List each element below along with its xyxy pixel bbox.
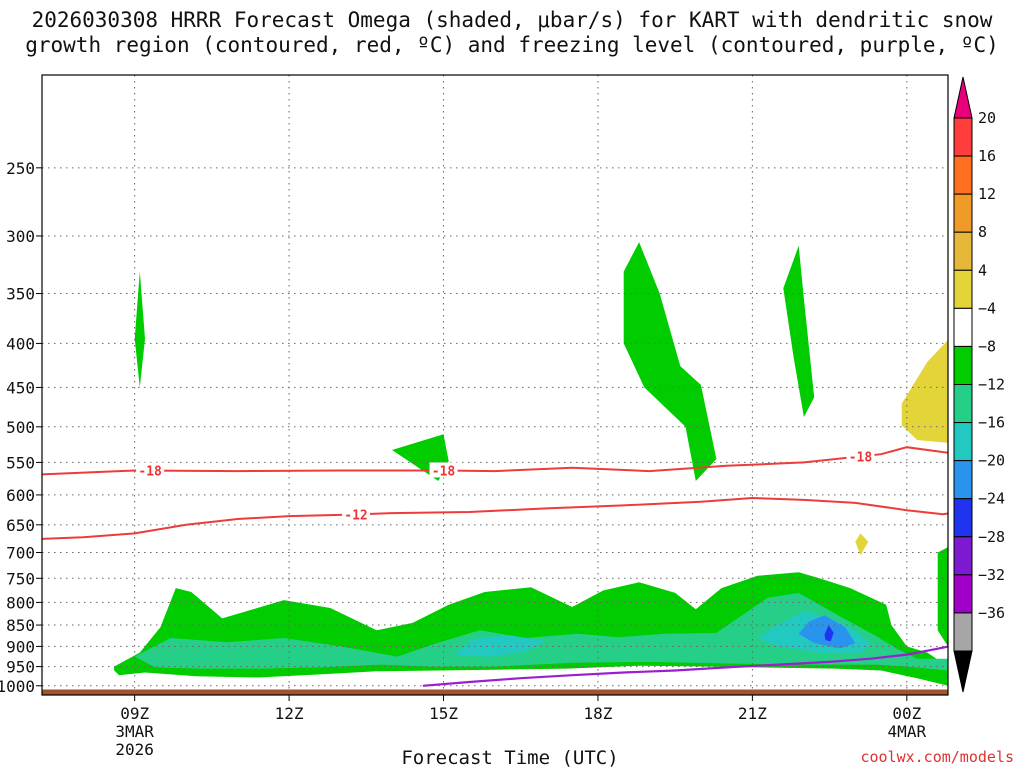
- gridlines: [42, 75, 948, 695]
- colorbar-label: −28: [978, 528, 1005, 546]
- colorbar-label: −32: [978, 566, 1005, 584]
- credit-text: coolwx.com/models: [860, 748, 1014, 766]
- omega-region-7: [453, 635, 547, 657]
- colorbar-box-13: [953, 612, 973, 652]
- dgz-contour-label: -18: [849, 450, 873, 465]
- x-tick-year: 2026: [115, 740, 154, 759]
- dgz-label-bg: [342, 506, 371, 522]
- x-tick-date: 3MAR: [115, 722, 154, 741]
- omega-region-0: [134, 271, 145, 388]
- dgz-label-bg: [429, 462, 458, 478]
- colorbar-label: −24: [978, 490, 1005, 508]
- x-tick-date: 4MAR: [888, 722, 927, 741]
- y-tick-label-950: 950: [6, 658, 35, 677]
- plot-frame: [41, 74, 949, 696]
- colorbar-top-arrow: [953, 76, 973, 119]
- colorbar-box-9: [953, 460, 973, 500]
- omega-region-3: [783, 245, 815, 417]
- dgz-contour-label: -18: [138, 465, 162, 480]
- y-axis: 250 300 350 400 450 500 550 600 650 700 750 800 850 9…: [0, 159, 42, 696]
- y-tick-label-450: 450: [6, 378, 35, 397]
- x-tick-label-00Z: 00Z: [892, 704, 921, 723]
- omega-region-11: [901, 340, 948, 443]
- dgz-contour-12: [42, 496, 948, 540]
- colorbar-box-4: [953, 269, 973, 309]
- chart-title-line-2: growth region (contoured, red, ºC) and f…: [25, 33, 999, 57]
- dgz-contour-label: -18: [432, 464, 456, 479]
- omega-colorbar: 20 16 12 8 4 −4 −8 −12 −16 −20 −24 −28 −32 −36: [953, 76, 1005, 693]
- dgz-contour-label: -12: [344, 508, 367, 523]
- colorbar-box-3: [953, 231, 973, 271]
- dgz-contours: -18 -18 -18 -12: [42, 446, 948, 540]
- colorbar-box-0: [953, 117, 973, 157]
- colorbar-label: 4: [978, 261, 987, 279]
- x-axis-label: Forecast Time (UTC): [401, 747, 618, 768]
- colorbar-label: 12: [978, 185, 996, 203]
- omega-shading: [114, 242, 948, 686]
- dgz-label-bg: [136, 462, 165, 478]
- colorbar-label: −16: [978, 414, 1005, 432]
- y-tick-label-650: 650: [6, 516, 35, 535]
- colorbar-box-12: [953, 574, 973, 614]
- terrain-band: [42, 689, 948, 695]
- x-tick-label-09Z: 09Z: [120, 704, 149, 723]
- colorbar-box-8: [953, 422, 973, 462]
- terrain-band: [42, 689, 948, 695]
- colorbar-box-7: [953, 384, 973, 424]
- x-tick-label-15Z: 15Z: [429, 704, 458, 723]
- colorbar-box-2: [953, 193, 973, 233]
- y-tick-label-550: 550: [6, 453, 35, 472]
- colorbar-box-1: [953, 155, 973, 195]
- colorbar-label: 20: [978, 109, 996, 127]
- chart-title-line-1: 2026030308 HRRR Forecast Omega (shaded, …: [32, 8, 993, 32]
- plot-area: -18 -18 -18 -12: [42, 75, 948, 695]
- colorbar-label: −4: [978, 299, 996, 317]
- dgz-label-bg: [846, 448, 875, 464]
- y-tick-label-250: 250: [6, 159, 35, 178]
- x-tick-label-18Z: 18Z: [584, 704, 613, 723]
- x-tick-label-12Z: 12Z: [275, 704, 304, 723]
- colorbar-label: −12: [978, 376, 1005, 394]
- y-tick-label-850: 850: [6, 616, 35, 635]
- colorbar-bottom-arrow: [953, 650, 973, 693]
- colorbar-label: −20: [978, 452, 1005, 470]
- y-tick-label-500: 500: [6, 418, 35, 437]
- y-tick-label-900: 900: [6, 637, 35, 656]
- colorbar-box-10: [953, 498, 973, 538]
- omega-region-12: [855, 533, 869, 556]
- colorbar-box-6: [953, 345, 973, 385]
- colorbar-box-11: [953, 536, 973, 576]
- freezing-level: [422, 645, 948, 687]
- y-tick-label-350: 350: [6, 285, 35, 304]
- colorbar-label: 16: [978, 147, 996, 165]
- colorbar-box-5: [953, 307, 973, 347]
- freezing-level-line: [422, 645, 948, 687]
- omega-region-5: [937, 547, 948, 647]
- colorbar-label: −36: [978, 604, 1005, 622]
- omega-region-2: [623, 242, 717, 481]
- x-tick-label-21Z: 21Z: [738, 704, 767, 723]
- dgz-contour-18: [42, 446, 948, 476]
- colorbar-label: 8: [978, 223, 987, 241]
- omega-region-6: [134, 592, 948, 671]
- colorbar-label: −8: [978, 337, 996, 355]
- y-tick-label-400: 400: [6, 334, 35, 353]
- y-tick-label-800: 800: [6, 593, 35, 612]
- y-tick-label-700: 700: [6, 544, 35, 563]
- y-tick-label-600: 600: [6, 486, 35, 505]
- y-tick-label-750: 750: [6, 569, 35, 588]
- omega-region-10: [824, 625, 834, 642]
- y-tick-label-1000: 1000: [0, 677, 35, 696]
- y-tick-label-300: 300: [6, 227, 35, 246]
